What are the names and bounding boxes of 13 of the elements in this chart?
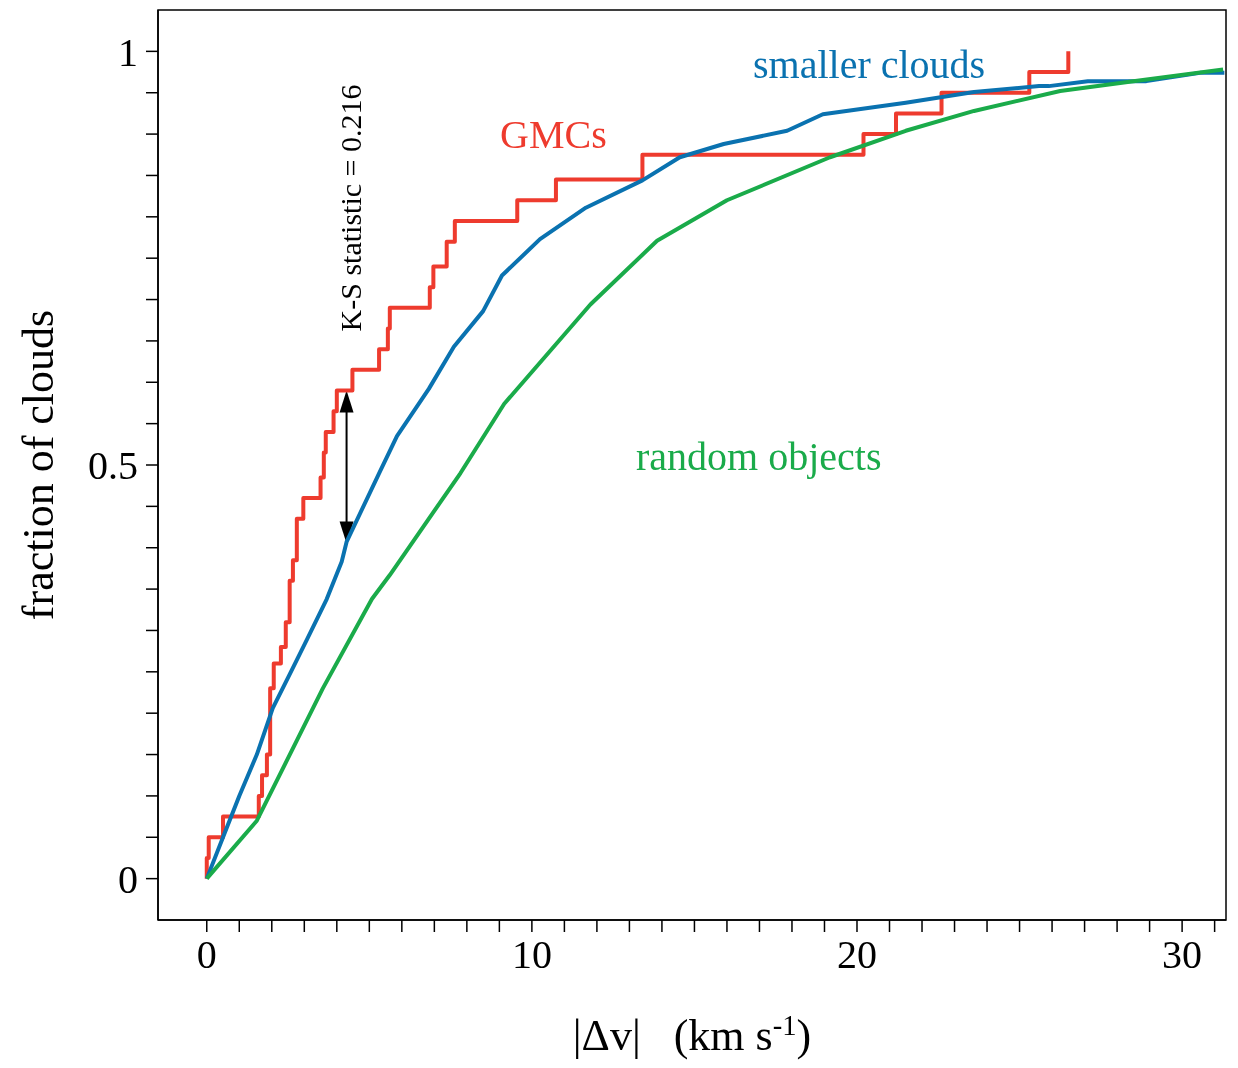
y-axis-title: fraction of clouds — [14, 309, 63, 621]
x-tick-label: 20 — [837, 932, 877, 978]
x-tick-label: 10 — [511, 932, 552, 978]
series-label: GMCs — [500, 112, 607, 157]
y-tick-label: 0.5 — [88, 443, 138, 489]
x-tick-label: 30 — [1162, 932, 1203, 978]
y-tick-label: 0 — [118, 856, 138, 902]
text: random objects — [636, 434, 882, 479]
x-tick-label: 0 — [196, 932, 217, 978]
y-tick-label: 1 — [118, 29, 138, 75]
annotation: K-S statistic = 0.216 — [333, 84, 367, 332]
series-label: smaller clouds — [753, 42, 986, 87]
x-axis-title: |Δv| (km s$^{-1}$) — [572, 1009, 812, 1060]
